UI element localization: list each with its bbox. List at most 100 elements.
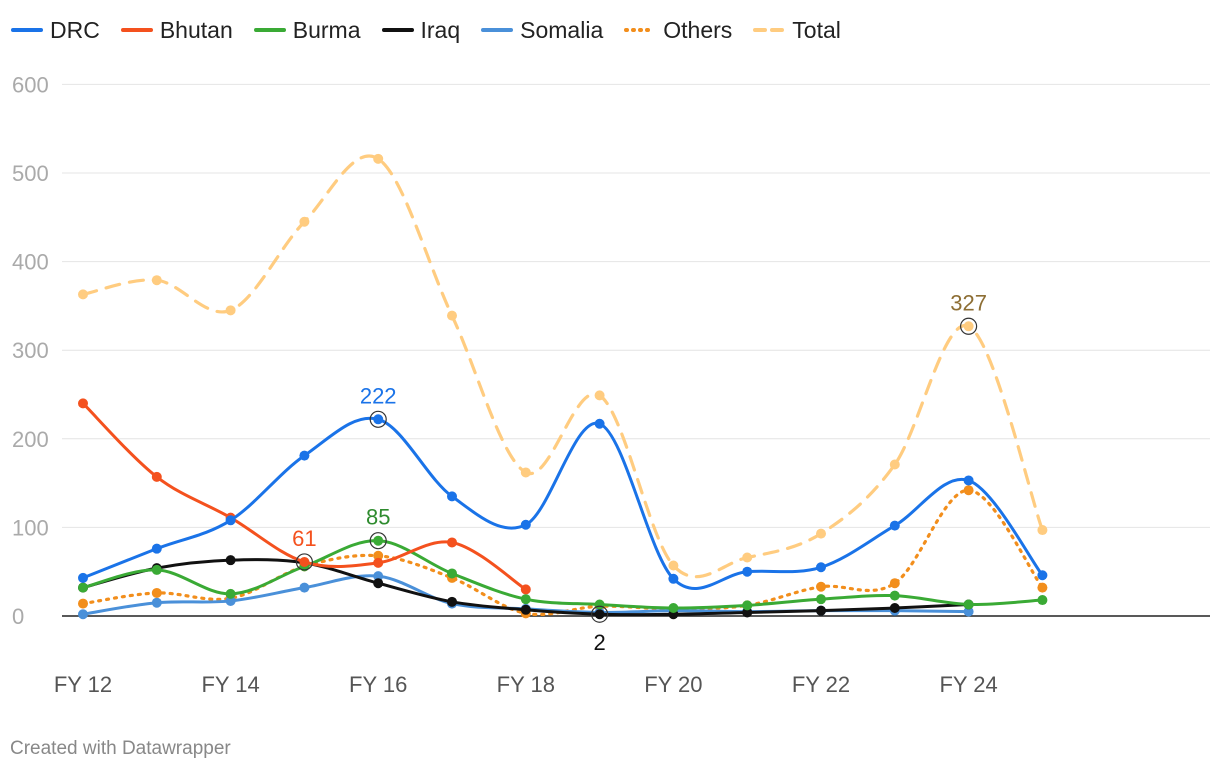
data-point-drc-fy-23 bbox=[889, 520, 900, 531]
data-point-burma-fy-25 bbox=[1037, 595, 1048, 606]
legend-item-drc: DRC bbox=[10, 17, 100, 44]
data-point-iraq-fy-22 bbox=[816, 605, 826, 616]
data-point-drc-fy-19 bbox=[594, 418, 605, 429]
data-point-drc-fy-14 bbox=[225, 515, 236, 526]
data-point-somalia-fy-12 bbox=[78, 609, 88, 620]
data-point-total-fy-25 bbox=[1037, 525, 1048, 536]
data-point-somalia-fy-24 bbox=[963, 606, 974, 617]
legend-swatch-somalia bbox=[481, 28, 514, 32]
series-line-total bbox=[81, 154, 1044, 579]
y-tick-label-100: 100 bbox=[12, 515, 49, 540]
legend-swatch-iraq bbox=[381, 28, 414, 32]
annotation-ring-burma bbox=[369, 532, 387, 550]
data-point-bhutan-fy-13 bbox=[151, 471, 162, 482]
data-point-burma-fy-23 bbox=[889, 590, 900, 601]
legend-item-burma: Burma bbox=[253, 17, 361, 44]
data-point-burma-fy-16 bbox=[373, 535, 384, 546]
legend-label-drc: DRC bbox=[50, 16, 100, 43]
data-point-burma-fy-14 bbox=[225, 588, 236, 599]
data-point-burma-fy-12 bbox=[78, 582, 88, 593]
data-point-total-fy-13 bbox=[151, 275, 162, 286]
annotation-label-drc: 222 bbox=[360, 383, 397, 408]
data-point-total-fy-24 bbox=[963, 321, 974, 332]
x-tick-label-fy-18: FY 18 bbox=[497, 672, 555, 697]
data-point-bhutan-fy-18 bbox=[520, 584, 531, 595]
data-point-iraq-fy-23 bbox=[889, 603, 900, 614]
data-point-drc-fy-12 bbox=[78, 572, 88, 583]
legend-swatch-others bbox=[624, 28, 657, 32]
legend-item-total: Total bbox=[752, 17, 841, 44]
annotation-ring-bhutan bbox=[295, 553, 313, 571]
data-point-bhutan-fy-15 bbox=[299, 556, 310, 567]
data-point-others-fy-16 bbox=[373, 550, 384, 561]
footer-credit: Created with Datawrapper bbox=[10, 738, 231, 759]
annotation-ring-drc bbox=[369, 410, 387, 428]
legend-label-others: Others bbox=[663, 16, 733, 43]
data-point-drc-fy-25 bbox=[1037, 570, 1048, 581]
legend-swatch-bhutan bbox=[120, 28, 153, 32]
x-tick-label-fy-14: FY 14 bbox=[201, 672, 259, 697]
chart-legend: DRC Bhutan Burma Iraq Somalia Others Total bbox=[10, 14, 861, 46]
data-point-total-fy-14 bbox=[225, 305, 236, 316]
data-point-others-fy-25 bbox=[1037, 582, 1048, 593]
data-point-total-fy-12 bbox=[78, 289, 88, 300]
x-tick-label-fy-24: FY 24 bbox=[939, 672, 997, 697]
data-point-burma-fy-17 bbox=[447, 568, 457, 579]
data-point-burma-fy-19 bbox=[594, 599, 605, 610]
annotation-label-total: 327 bbox=[950, 290, 987, 315]
y-tick-label-200: 200 bbox=[12, 427, 49, 452]
data-point-total-fy-18 bbox=[520, 467, 531, 478]
series-line-others bbox=[81, 488, 1044, 617]
data-point-others-fy-12 bbox=[78, 598, 88, 609]
annotation-ring-total bbox=[959, 317, 978, 335]
y-tick-label-300: 300 bbox=[12, 338, 49, 363]
x-tick-label-fy-20: FY 20 bbox=[644, 672, 702, 697]
data-point-drc-fy-17 bbox=[447, 491, 457, 502]
data-point-drc-fy-21 bbox=[742, 566, 753, 577]
data-point-somalia-fy-13 bbox=[151, 597, 162, 608]
legend-label-bhutan: Bhutan bbox=[159, 16, 233, 43]
legend-label-burma: Burma bbox=[292, 16, 361, 43]
data-point-total-fy-19 bbox=[594, 390, 605, 401]
data-point-iraq-fy-19 bbox=[594, 609, 605, 620]
data-point-others-fy-24 bbox=[963, 485, 974, 496]
y-tick-label-400: 400 bbox=[12, 250, 49, 275]
data-point-iraq-fy-18 bbox=[520, 604, 531, 615]
data-point-total-fy-20 bbox=[668, 560, 679, 571]
data-point-bhutan-fy-12 bbox=[78, 398, 88, 409]
y-tick-label-500: 500 bbox=[12, 161, 49, 186]
data-point-drc-fy-16 bbox=[373, 414, 384, 425]
legend-swatch-total bbox=[753, 28, 786, 32]
legend-item-bhutan: Bhutan bbox=[120, 17, 233, 44]
data-point-others-fy-23 bbox=[889, 578, 900, 589]
data-point-burma-fy-13 bbox=[151, 564, 162, 575]
annotation-label-iraq: 2 bbox=[593, 630, 605, 655]
legend-label-iraq: Iraq bbox=[420, 16, 461, 43]
data-point-drc-fy-18 bbox=[520, 519, 531, 530]
data-point-drc-fy-13 bbox=[151, 543, 162, 554]
annotation-ring-iraq bbox=[590, 605, 609, 623]
annotation-label-bhutan: 61 bbox=[292, 526, 316, 551]
data-point-burma-fy-20 bbox=[668, 603, 679, 614]
data-point-total-fy-23 bbox=[889, 459, 900, 470]
data-point-total-fy-17 bbox=[447, 310, 457, 321]
data-point-total-fy-15 bbox=[299, 216, 310, 227]
data-point-iraq-fy-14 bbox=[225, 555, 236, 566]
data-point-drc-fy-24 bbox=[963, 475, 974, 486]
data-point-total-fy-21 bbox=[742, 552, 753, 563]
x-tick-label-fy-12: FY 12 bbox=[54, 672, 112, 697]
legend-swatch-burma bbox=[253, 28, 286, 32]
data-point-burma-fy-21 bbox=[742, 600, 753, 611]
legend-item-others: Others bbox=[623, 17, 732, 44]
legend-label-total: Total bbox=[792, 16, 841, 43]
data-point-bhutan-fy-17 bbox=[447, 537, 457, 548]
data-point-drc-fy-15 bbox=[299, 450, 310, 461]
data-point-drc-fy-20 bbox=[668, 573, 679, 584]
data-point-total-fy-16 bbox=[373, 153, 384, 164]
y-tick-label-600: 600 bbox=[12, 72, 49, 97]
y-tick-label-0: 0 bbox=[12, 604, 24, 629]
legend-label-somalia: Somalia bbox=[520, 16, 604, 43]
data-point-somalia-fy-14 bbox=[225, 595, 236, 606]
legend-item-somalia: Somalia bbox=[480, 17, 603, 44]
